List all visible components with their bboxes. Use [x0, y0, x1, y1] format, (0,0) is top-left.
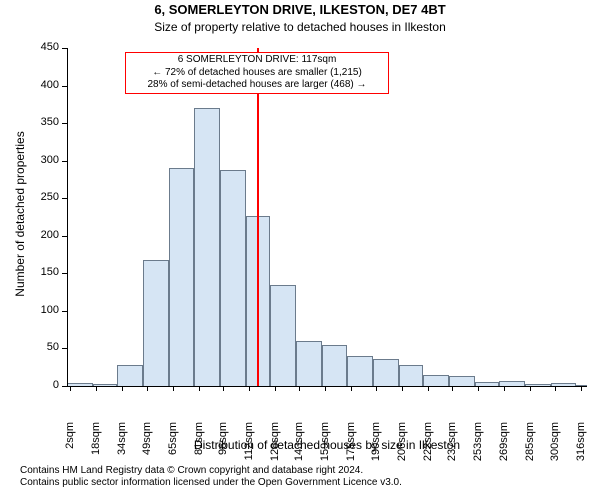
- reference-line: [257, 48, 259, 386]
- x-tick: [199, 386, 200, 391]
- y-tick: [62, 86, 67, 87]
- histogram-bar: [449, 376, 475, 387]
- y-axis-label: Number of detached properties: [13, 114, 27, 314]
- histogram-bar: [194, 108, 220, 386]
- y-tick-label: 400: [0, 79, 59, 91]
- x-tick: [299, 386, 300, 391]
- x-tick: [70, 386, 71, 391]
- address-title: 6, SOMERLEYTON DRIVE, ILKESTON, DE7 4BT: [0, 2, 600, 17]
- x-tick: [478, 386, 479, 391]
- x-tick: [122, 386, 123, 391]
- footer-line: Contains public sector information licen…: [20, 477, 402, 489]
- x-tick: [504, 386, 505, 391]
- histogram-bar: [169, 168, 193, 386]
- y-tick: [62, 48, 67, 49]
- histogram-plot: [67, 48, 587, 386]
- x-tick: [249, 386, 250, 391]
- y-tick: [62, 386, 67, 387]
- x-tick: [325, 386, 326, 391]
- histogram-bar: [270, 285, 296, 386]
- y-tick: [62, 311, 67, 312]
- y-axis-line: [67, 48, 68, 386]
- y-tick-label: 250: [0, 191, 59, 203]
- chart-subtitle: Size of property relative to detached ho…: [0, 20, 600, 34]
- x-tick: [275, 386, 276, 391]
- histogram-bar: [399, 365, 423, 386]
- y-tick-label: 200: [0, 229, 59, 241]
- y-tick: [62, 198, 67, 199]
- callout-line: 28% of semi-detached houses are larger (…: [128, 79, 386, 92]
- y-tick-label: 150: [0, 266, 59, 278]
- x-tick: [223, 386, 224, 391]
- x-tick: [402, 386, 403, 391]
- y-tick-label: 450: [0, 41, 59, 53]
- histogram-bar: [423, 375, 449, 386]
- x-tick: [530, 386, 531, 391]
- x-axis-line: [67, 386, 587, 387]
- y-tick: [62, 273, 67, 274]
- y-tick-label: 50: [0, 341, 59, 353]
- histogram-bar: [117, 365, 143, 386]
- x-tick: [96, 386, 97, 391]
- histogram-bar: [322, 345, 346, 386]
- histogram-bar: [296, 341, 322, 386]
- callout-line: ← 72% of detached houses are smaller (1,…: [128, 67, 386, 80]
- histogram-bar: [143, 260, 169, 386]
- footer: Contains HM Land Registry data © Crown c…: [20, 465, 402, 488]
- y-tick-label: 300: [0, 154, 59, 166]
- x-tick: [147, 386, 148, 391]
- x-tick: [581, 386, 582, 391]
- x-tick: [376, 386, 377, 391]
- y-tick: [62, 161, 67, 162]
- x-tick: [452, 386, 453, 391]
- callout-line: 6 SOMERLEYTON DRIVE: 117sqm: [128, 54, 386, 67]
- x-tick: [173, 386, 174, 391]
- footer-line: Contains HM Land Registry data © Crown c…: [20, 465, 402, 477]
- x-tick: [428, 386, 429, 391]
- callout-box: 6 SOMERLEYTON DRIVE: 117sqm← 72% of deta…: [125, 52, 389, 94]
- x-tick: [555, 386, 556, 391]
- y-tick: [62, 348, 67, 349]
- histogram-bar: [220, 170, 246, 386]
- x-axis-label: Distribution of detached houses by size …: [67, 438, 587, 452]
- x-tick: [351, 386, 352, 391]
- y-tick: [62, 123, 67, 124]
- y-tick-label: 100: [0, 304, 59, 316]
- histogram-bar: [373, 359, 399, 386]
- histogram-bar: [347, 356, 373, 386]
- y-tick-label: 0: [0, 379, 59, 391]
- y-tick: [62, 236, 67, 237]
- y-tick-label: 350: [0, 116, 59, 128]
